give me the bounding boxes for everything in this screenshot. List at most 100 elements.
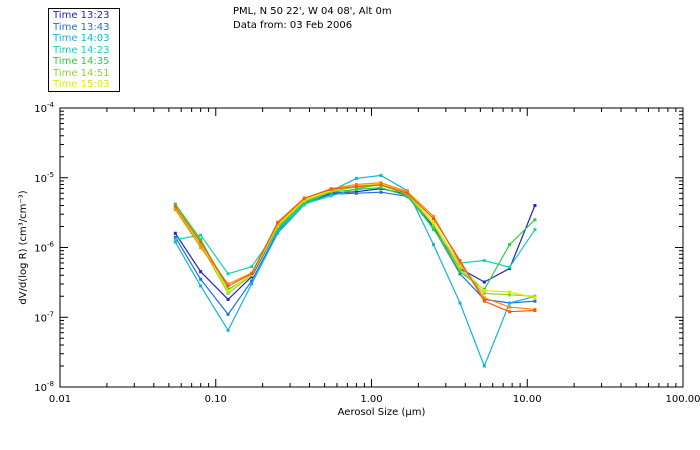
data-point — [533, 296, 537, 300]
data-point — [199, 277, 203, 281]
y-axis-label: dV/d(log R) (cm³/cm⁻³) — [18, 190, 29, 304]
x-tick-label: 1.00 — [360, 394, 382, 405]
plot-area — [59, 107, 684, 388]
data-point — [199, 238, 203, 242]
data-point — [276, 228, 280, 232]
y-tick-label: 10-8 — [34, 380, 54, 394]
data-point — [173, 231, 177, 235]
data-point — [329, 192, 333, 196]
data-point — [302, 196, 306, 200]
data-point — [405, 191, 409, 195]
y-tick-label: 10-4 — [34, 101, 54, 115]
data-point — [458, 270, 462, 274]
data-point — [431, 223, 435, 227]
data-point — [226, 289, 230, 293]
data-point — [250, 272, 254, 276]
legend-item-1343: Time 13:43 — [53, 21, 110, 33]
data-point — [379, 190, 383, 194]
data-point — [173, 240, 177, 244]
data-point — [354, 191, 358, 195]
data-point — [458, 266, 462, 270]
date-subtitle: Data from: 03 Feb 2006 — [233, 20, 353, 31]
legend-item-1323: Time 13:23 — [53, 10, 110, 21]
data-point — [431, 220, 435, 224]
data-point — [405, 194, 409, 198]
y-tick-label: 10-6 — [34, 241, 54, 255]
data-point — [354, 184, 358, 188]
data-point — [379, 186, 383, 190]
data-point — [458, 261, 462, 265]
location-title: PML, N 50 22', W 04 08', Alt 0m — [233, 6, 392, 17]
data-point — [226, 328, 230, 332]
data-point — [173, 202, 177, 206]
y-tick-label: 10-7 — [34, 310, 54, 324]
legend-item-1403: Time 14:03 — [53, 33, 110, 44]
data-point — [199, 233, 203, 237]
data-point — [226, 312, 230, 316]
data-point — [226, 297, 230, 301]
data-point — [482, 297, 486, 301]
data-point — [276, 220, 280, 224]
data-point — [250, 279, 254, 283]
data-point — [199, 284, 203, 288]
x-tick-label: 0.01 — [49, 394, 71, 405]
data-point — [199, 240, 203, 244]
data-point — [508, 265, 512, 269]
data-point — [199, 270, 203, 274]
data-point — [379, 183, 383, 187]
data-point — [226, 282, 230, 286]
data-point — [508, 293, 512, 297]
data-point — [276, 226, 280, 230]
data-point — [458, 301, 462, 305]
data-point — [508, 290, 512, 294]
data-point — [199, 246, 203, 249]
data-point — [379, 181, 383, 185]
legend-item-1435: Time 14:35 — [53, 56, 110, 67]
data-point — [482, 291, 486, 295]
data-point — [533, 294, 537, 298]
chart-header: PML, N 50 22', W 04 08', Alt 0m Data fro… — [233, 5, 392, 33]
data-point — [458, 259, 462, 263]
data-point — [354, 176, 358, 180]
data-point — [508, 305, 512, 309]
x-axis-label: Aerosol Size (μm) — [338, 407, 426, 418]
data-point — [226, 284, 230, 288]
data-point — [173, 235, 177, 239]
data-point — [250, 282, 254, 286]
data-point — [482, 296, 486, 300]
legend-item-1423: Time 14:23 — [53, 44, 110, 56]
data-point — [276, 231, 280, 235]
y-tick-label: 10-5 — [34, 171, 54, 185]
data-point — [533, 204, 537, 208]
data-point — [508, 243, 512, 247]
chart-legend: Time 13:23 Time 13:43 Time 14:03 Time 14… — [48, 8, 120, 92]
data-point — [533, 299, 537, 303]
data-point — [431, 228, 435, 232]
x-tick-label: 10.00 — [513, 394, 542, 405]
x-tick-label: 0.10 — [205, 394, 227, 405]
data-point — [250, 265, 254, 269]
data-point — [482, 364, 486, 368]
data-point — [226, 272, 230, 276]
data-point — [431, 217, 435, 221]
data-point — [226, 291, 230, 295]
data-point — [431, 243, 435, 247]
x-tick-label: 100.00 — [666, 394, 700, 405]
data-point — [533, 228, 537, 232]
data-point — [354, 183, 358, 187]
data-point — [329, 187, 333, 191]
data-point — [276, 229, 280, 233]
data-point — [431, 226, 435, 230]
data-point — [354, 187, 358, 191]
data-point — [508, 301, 512, 305]
data-point — [173, 204, 177, 208]
data-point — [379, 173, 383, 177]
data-point — [482, 299, 486, 303]
data-point — [173, 208, 177, 212]
legend-item-1503: Time 15:03 — [53, 79, 110, 90]
data-point — [199, 243, 203, 247]
data-point — [431, 214, 435, 218]
legend-item-1451: Time 14:51 — [53, 67, 110, 79]
data-point — [533, 218, 537, 222]
